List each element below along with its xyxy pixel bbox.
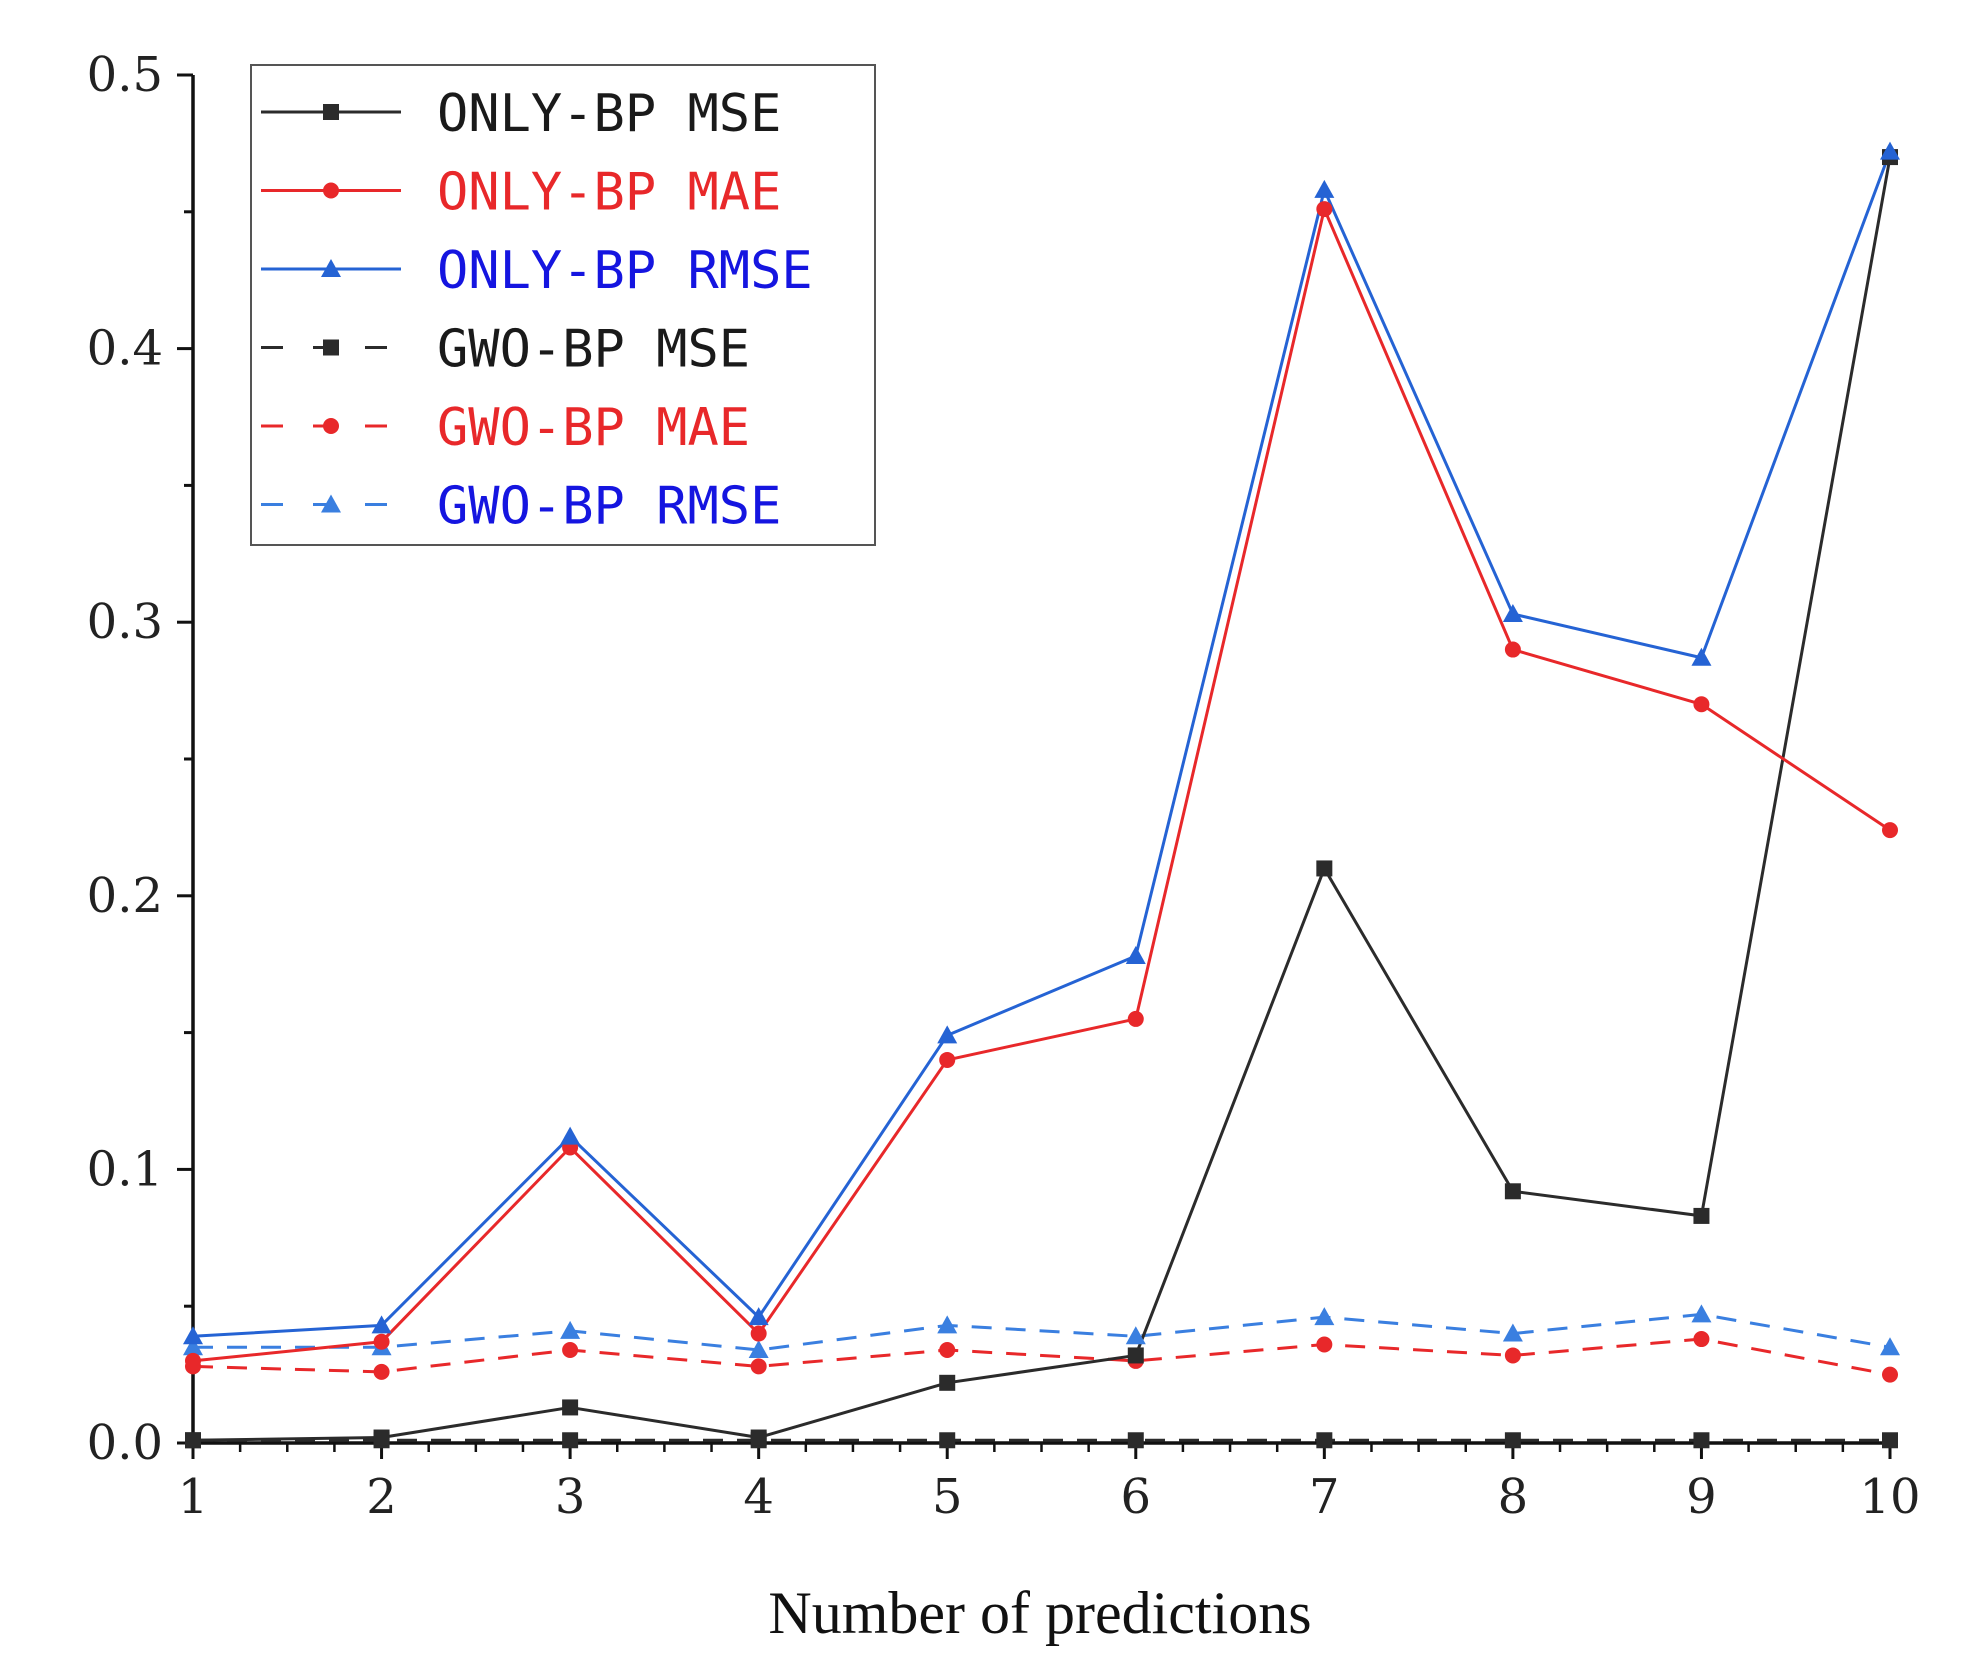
x-tick-label: 5 <box>932 1469 963 1525</box>
y-tick-label: 0.3 <box>87 594 163 650</box>
point-only-bp-mae <box>939 1051 956 1068</box>
point-only-bp-rmse <box>937 1025 958 1044</box>
series-line-gwo-bp-rmse <box>193 1312 1891 1352</box>
series-line-only-bp-rmse <box>192 151 1892 1338</box>
point-only-bp-mae <box>1316 201 1333 218</box>
point-gwo-bp-mse <box>1127 1432 1144 1449</box>
x-tick-label: 3 <box>555 1469 586 1525</box>
point-gwo-bp-rmse <box>748 1339 769 1358</box>
point-only-bp-mae <box>185 1352 201 1369</box>
y-ticks: 0.0 0.1 0.2 0.3 0.4 0.5 <box>87 47 193 1471</box>
legend-item-only-bp-rmse: ONLY-BP RMSE <box>261 241 813 301</box>
point-only-bp-mse <box>1504 1183 1521 1200</box>
point-gwo-bp-rmse <box>1125 1326 1146 1345</box>
point-gwo-bp-mae <box>1504 1347 1521 1364</box>
point-only-bp-rmse <box>748 1307 769 1326</box>
point-gwo-bp-mae <box>939 1341 956 1358</box>
point-only-bp-rmse <box>1502 603 1523 622</box>
point-only-bp-mse <box>1693 1207 1710 1224</box>
point-gwo-bp-mae <box>750 1358 767 1375</box>
x-tick-label: 6 <box>1121 1469 1152 1525</box>
legend-box <box>250 64 876 546</box>
legend-marker <box>321 494 341 513</box>
series-markers <box>183 141 1900 1449</box>
point-gwo-bp-rmse <box>1880 1337 1900 1356</box>
point-only-bp-mse <box>939 1374 956 1391</box>
legend-item-only-bp-mae: ONLY-BP MAE <box>261 163 781 223</box>
legend-item-only-bp-mse: ONLY-BP MSE <box>261 84 781 144</box>
series-line-only-bp-mae <box>192 207 1891 1363</box>
point-gwo-bp-mae <box>1882 1366 1898 1383</box>
legend-item-gwo-bp-mae: GWO-BP MAE <box>261 398 750 458</box>
x-tick-label: 1 <box>178 1469 209 1525</box>
legend-marker <box>323 104 339 120</box>
legend-label: ONLY-BP MAE <box>437 163 781 223</box>
point-only-bp-mse <box>185 1432 201 1449</box>
point-gwo-bp-mse <box>1504 1432 1521 1449</box>
y-tick-label: 0.5 <box>87 47 163 103</box>
legend-label: GWO-BP MSE <box>437 320 750 380</box>
point-gwo-bp-mae <box>373 1363 390 1380</box>
x-tick-label: 10 <box>1859 1469 1920 1525</box>
point-only-bp-mae <box>1882 822 1898 839</box>
series-line-only-bp-mse <box>192 156 1892 1442</box>
point-only-bp-rmse <box>1691 647 1712 666</box>
legend-marker <box>323 339 339 356</box>
y-tick-label: 0.0 <box>87 1415 163 1471</box>
x-tick-label: 7 <box>1309 1469 1340 1525</box>
series-line-gwo-bp-mae <box>192 1337 1891 1377</box>
point-gwo-bp-mae <box>562 1341 579 1358</box>
point-gwo-bp-rmse <box>1691 1304 1712 1323</box>
point-gwo-bp-rmse <box>1314 1307 1335 1326</box>
x-tick-label: 2 <box>366 1469 397 1525</box>
point-only-bp-mae <box>1127 1010 1144 1027</box>
x-tick-label: 8 <box>1498 1469 1529 1525</box>
legend-item-gwo-bp-mse: GWO-BP MSE <box>261 320 750 380</box>
legend-label: GWO-BP RMSE <box>437 477 781 537</box>
series-lines <box>192 151 1892 1442</box>
point-gwo-bp-mse <box>939 1432 956 1449</box>
point-only-bp-mae <box>750 1325 767 1342</box>
point-only-bp-mse <box>373 1429 390 1446</box>
point-gwo-bp-mse <box>562 1432 579 1449</box>
point-only-bp-mae <box>1504 641 1521 658</box>
point-only-bp-mse <box>1127 1347 1144 1364</box>
point-only-bp-rmse <box>371 1315 392 1334</box>
point-only-bp-rmse <box>560 1126 581 1145</box>
point-gwo-bp-mse <box>1882 1432 1898 1449</box>
x-tick-label: 9 <box>1686 1469 1717 1525</box>
legend-item-gwo-bp-rmse: GWO-BP RMSE <box>261 477 781 537</box>
y-tick-label: 0.4 <box>87 321 163 377</box>
legend: ONLY-BP MSE ONLY-BP MAE ONLY-BP RMSE GWO-BP… <box>250 64 876 546</box>
point-gwo-bp-mae <box>1693 1331 1710 1348</box>
point-only-bp-rmse <box>1314 179 1335 198</box>
point-only-bp-mae <box>1693 696 1710 713</box>
point-only-bp-mse <box>750 1429 767 1446</box>
point-gwo-bp-mse <box>1316 1432 1333 1449</box>
x-tick-label: 4 <box>743 1469 774 1525</box>
legend-label: GWO-BP MAE <box>437 398 750 458</box>
point-gwo-bp-rmse <box>937 1315 958 1334</box>
point-gwo-bp-mse <box>1693 1432 1710 1449</box>
legend-label: ONLY-BP RMSE <box>437 241 813 301</box>
point-only-bp-rmse <box>1125 945 1146 964</box>
point-gwo-bp-mae <box>1316 1336 1333 1353</box>
legend-label: ONLY-BP MSE <box>437 84 781 144</box>
x-axis-title: Number of predictions <box>768 1580 1311 1646</box>
point-only-bp-rmse <box>1880 141 1900 160</box>
point-gwo-bp-rmse <box>1502 1323 1523 1342</box>
legend-marker <box>323 182 339 199</box>
point-only-bp-mse <box>562 1399 579 1416</box>
point-only-bp-mae <box>373 1333 390 1350</box>
y-tick-label: 0.1 <box>87 1141 163 1197</box>
y-tick-label: 0.2 <box>87 868 163 924</box>
point-only-bp-rmse <box>183 1326 203 1345</box>
legend-marker <box>321 259 341 277</box>
point-only-bp-mse <box>1316 860 1333 877</box>
point-gwo-bp-rmse <box>183 1337 203 1356</box>
x-ticks: 1 2 3 4 5 6 7 8 9 10 <box>178 1443 1921 1525</box>
legend-marker <box>323 418 339 434</box>
point-gwo-bp-rmse <box>560 1320 581 1339</box>
